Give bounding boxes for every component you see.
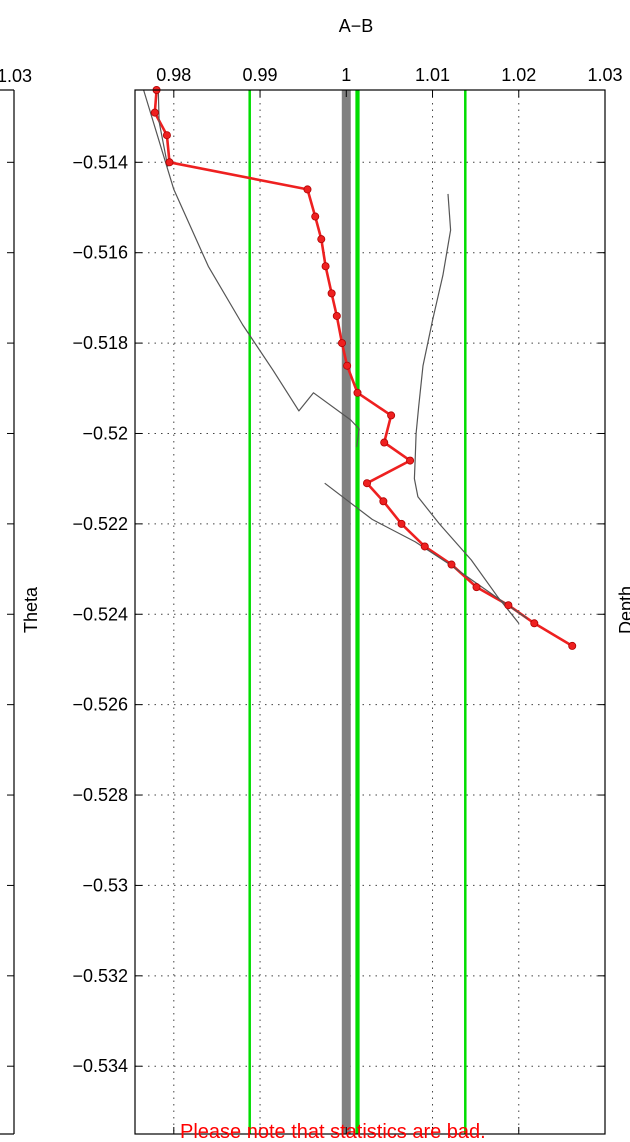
axis-ticks [135,90,606,1134]
y-tick-label: −0.522 [72,514,128,534]
series-point [321,262,330,271]
series-point [327,289,336,298]
series-point [311,212,320,221]
y-tick-label: −0.534 [72,1056,128,1076]
series-point [379,497,388,506]
series-lines [143,86,577,650]
y-tick-label: −0.52 [82,423,128,443]
series-point [162,131,171,140]
series-line [143,89,360,448]
x-tick-label: 1.01 [415,65,450,85]
y-tick-label: −0.524 [72,604,128,624]
series-point [380,438,389,447]
y-tick-label: −0.518 [72,333,128,353]
series-point [447,560,456,569]
series-point [332,311,341,320]
y-tick-label: −0.532 [72,966,128,986]
y-tick-label: −0.53 [82,875,128,895]
series-point [387,411,396,420]
chart-title: A−B [339,16,374,36]
series-point [337,339,346,348]
series-line [413,193,520,624]
series-point [362,479,371,488]
x-tick-label: 0.99 [243,65,278,85]
x-tick-label: 0.98 [156,65,191,85]
series-point [165,158,174,167]
x-tick-label: 1.03 [587,65,622,85]
series-point [303,185,312,194]
x-tick-label: 1 [341,65,351,85]
y-tick-label: −0.516 [72,243,128,263]
series-point [420,542,429,551]
series-point [397,519,406,528]
y-tick-label: −0.528 [72,785,128,805]
series-point [343,361,352,370]
series-point [353,388,362,397]
reference-lines [248,90,467,1134]
y-tick-label: −0.514 [72,152,128,172]
series-point [472,583,481,592]
axis-labels: 0.98 0.99 1 1.01 1.02 1.03 −0.514 −0.516 −0.518 −… [72,65,622,1076]
y-tick-label: −0.526 [72,695,128,715]
grid-lines [135,90,606,1134]
series-line [153,89,573,648]
series-point [568,641,577,650]
series-point [150,108,159,117]
series-point [530,619,539,628]
statistics-note: Please note that statistics are bad. [180,1121,486,1142]
series-point [504,601,513,610]
series-point [317,235,326,244]
x-tick-label: 1.02 [501,65,536,85]
series-line [157,89,169,167]
right-cut-label: Depth [616,586,630,634]
y-axis-label: Theta [21,586,41,633]
plot-frame [134,89,606,1135]
left-cut-axis [0,89,15,1135]
left-cut-tick-label: 1.03 [0,66,32,86]
series-point [406,456,415,465]
